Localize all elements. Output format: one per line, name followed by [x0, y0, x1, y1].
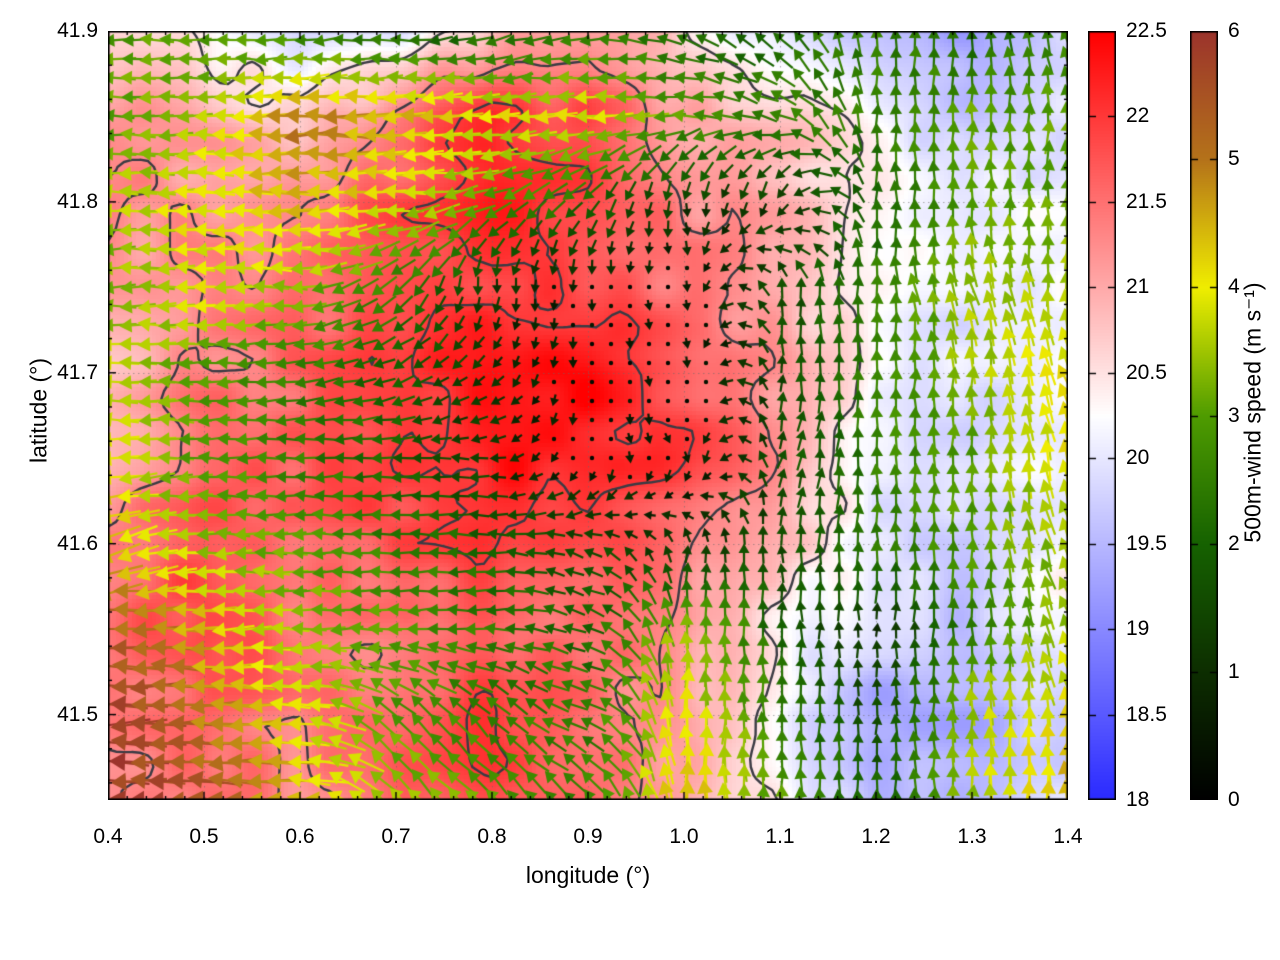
- y-tick-label: 41.5: [57, 702, 98, 726]
- wind-colorbar-tick-label: 6: [1228, 19, 1240, 42]
- temperature-colorbar-tick-label: 18: [1126, 788, 1150, 811]
- temperature-colorbar-tick-label: 19: [1126, 617, 1150, 641]
- x-tick-label: 0.5: [189, 825, 219, 848]
- x-tick-label: 1.3: [957, 825, 987, 848]
- x-tick-label: 1.2: [861, 825, 891, 848]
- x-axis-title: longitude (°): [525, 862, 651, 888]
- wind-colorbar-tick-label: 2: [1228, 531, 1240, 555]
- wind-colorbar-tick-label: 4: [1228, 275, 1240, 299]
- x-tick-label: 0.7: [381, 825, 411, 848]
- temperature-colorbar-tick-label: 22.5: [1126, 19, 1167, 42]
- x-tick-label: 0.4: [93, 825, 123, 848]
- x-tick-label: 0.9: [573, 825, 603, 848]
- temperature-colorbar-tick-label: 21.5: [1126, 189, 1167, 213]
- y-tick-label: 41.6: [57, 531, 98, 555]
- temperature-colorbar-tick-label: 20.5: [1126, 360, 1167, 384]
- y-tick-label: 41.9: [57, 19, 98, 42]
- temperature-colorbar-tick-label: 22: [1126, 104, 1150, 128]
- x-tick-label: 1.1: [765, 825, 795, 848]
- temperature-colorbar-tick-label: 19.5: [1126, 531, 1167, 555]
- wind-colorbar-title: 500m-wind speed (m s⁻¹): [1239, 282, 1266, 543]
- x-tick-label: 1.4: [1053, 825, 1083, 848]
- y-axis-title: latitude (°): [25, 357, 52, 464]
- x-tick-label: 0.8: [477, 825, 507, 848]
- wind-colorbar-tick-label: 0: [1228, 788, 1240, 811]
- wind-colorbar-tick-label: 3: [1228, 403, 1240, 427]
- temperature-colorbar-tick-label: 20: [1126, 446, 1150, 470]
- temperature-colorbar: [1088, 31, 1116, 800]
- wind-speed-colorbar: [1190, 31, 1218, 800]
- wind-colorbar-tick-label: 5: [1228, 147, 1240, 171]
- map-plot-canvas: [108, 31, 1068, 800]
- y-tick-label: 41.7: [57, 360, 98, 384]
- temperature-colorbar-tick-label: 18.5: [1126, 702, 1167, 726]
- x-tick-label: 0.6: [285, 825, 315, 848]
- y-tick-label: 41.8: [57, 189, 98, 213]
- wind-colorbar-tick-label: 1: [1228, 659, 1240, 683]
- temperature-colorbar-tick-label: 21: [1126, 275, 1150, 299]
- x-tick-label: 1.0: [669, 825, 699, 848]
